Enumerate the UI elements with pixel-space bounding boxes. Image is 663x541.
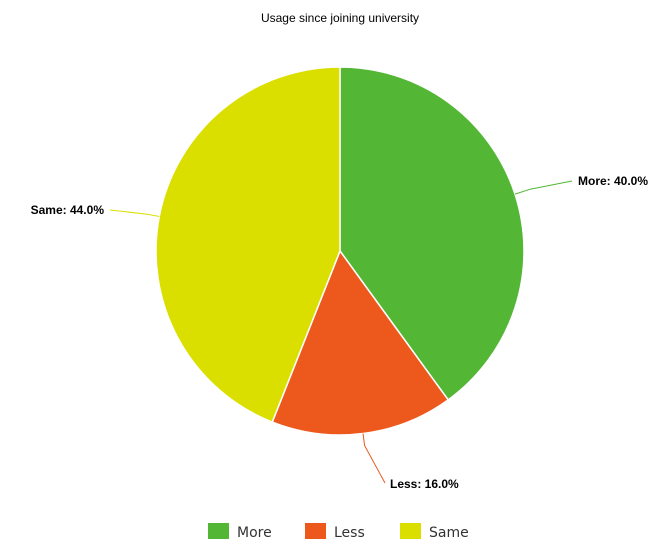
pie-slice-more[interactable] bbox=[339, 66, 525, 401]
legend-item-more[interactable]: More bbox=[208, 523, 272, 541]
legend-swatch-same bbox=[400, 523, 421, 539]
pie-slice-same[interactable] bbox=[155, 66, 341, 424]
legend-item-less[interactable]: Less bbox=[305, 523, 365, 541]
legend-item-same[interactable]: Same bbox=[400, 523, 469, 541]
legend-swatch-more bbox=[208, 523, 229, 539]
legend-swatch-less bbox=[305, 523, 326, 539]
leader-lines bbox=[109, 180, 573, 484]
legend-label-less: Less bbox=[334, 525, 365, 541]
pie-slice-less[interactable] bbox=[271, 249, 450, 436]
leader-line-same bbox=[109, 209, 160, 218]
pie-slices bbox=[155, 66, 525, 436]
chart-title: Usage since joining university bbox=[261, 11, 419, 25]
data-label-less: Less: 16.0% bbox=[390, 477, 459, 491]
leader-line-less bbox=[362, 433, 386, 484]
legend-label-same: Same bbox=[429, 525, 469, 541]
leader-line-more bbox=[514, 180, 573, 195]
legend-label-more: More bbox=[237, 525, 272, 541]
data-label-more: More: 40.0% bbox=[578, 174, 648, 188]
data-labels: More: 40.0% Less: 16.0% Same: 44.0% bbox=[31, 174, 649, 491]
data-label-same: Same: 44.0% bbox=[31, 203, 105, 217]
legend: More Less Same bbox=[208, 523, 469, 541]
